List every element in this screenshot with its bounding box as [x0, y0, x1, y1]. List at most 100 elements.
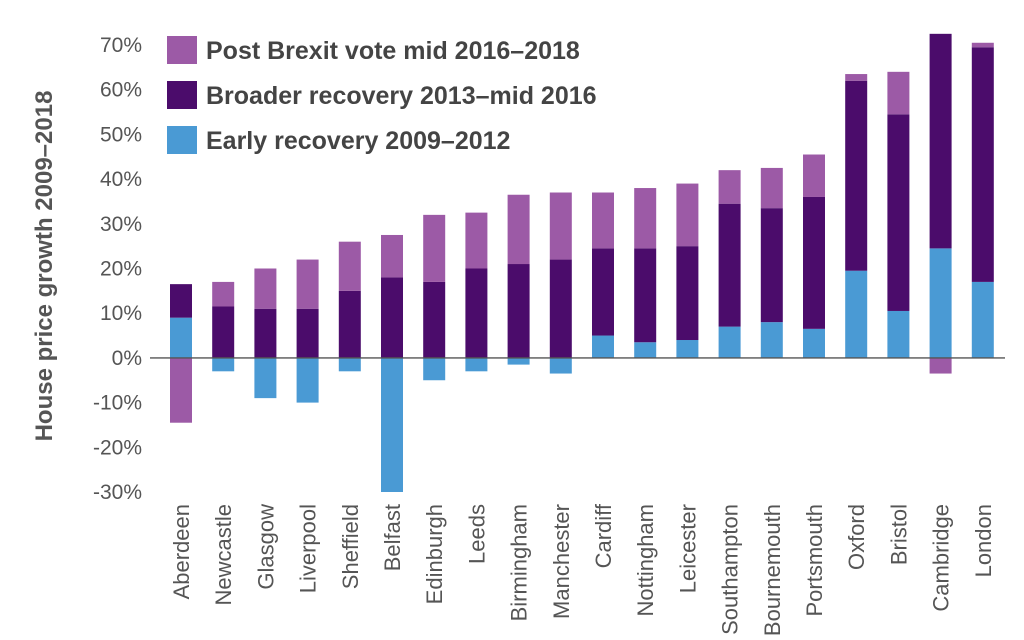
bar-segment — [212, 357, 235, 372]
x-category-label: Newcastle — [211, 504, 236, 605]
bars — [170, 33, 994, 492]
legend-label: Early recovery 2009–2012 — [206, 127, 510, 155]
bar-segment — [845, 270, 868, 358]
bar-segment — [845, 74, 868, 81]
y-tick-label: -10% — [93, 392, 142, 415]
bar-segment — [676, 183, 699, 247]
bar-segment — [170, 317, 192, 358]
y-axis-ticks: 70% 60% 50% 40% 30% 20% 10% 0% -10% -20% -30% — [93, 34, 142, 504]
x-category-label: London — [971, 504, 996, 577]
bar-segment — [929, 248, 952, 358]
y-tick-label: 30% — [100, 213, 142, 236]
x-category-label: Aberdeen — [169, 504, 194, 599]
bar-segment — [338, 357, 361, 372]
y-tick-label: 10% — [100, 302, 142, 325]
bar-segment — [296, 308, 319, 358]
bar-segment — [676, 340, 699, 358]
x-category-label: Manchester — [549, 504, 574, 619]
bar-segment — [423, 357, 446, 381]
bar-segment — [423, 281, 446, 358]
bar-segment — [634, 342, 657, 358]
bar-segment — [338, 241, 361, 291]
x-category-label: Bristol — [886, 504, 911, 565]
bar-segment — [507, 264, 530, 358]
x-category-label: Cambridge — [929, 504, 954, 612]
bar-segment — [296, 259, 319, 309]
x-category-label: Leeds — [464, 504, 489, 564]
legend-swatch — [167, 36, 197, 64]
legend-swatch — [167, 81, 197, 109]
bar-segment — [634, 188, 657, 249]
y-tick-label: 20% — [100, 258, 142, 281]
y-tick-label: 40% — [100, 168, 142, 191]
x-category-label: Edinburgh — [422, 504, 447, 604]
bar-segment — [803, 196, 825, 329]
bar-segment — [760, 167, 783, 209]
bar-segment — [929, 357, 952, 374]
x-category-label: Leicester — [675, 504, 700, 593]
bar-segment — [381, 357, 403, 492]
bar-segment — [718, 203, 741, 327]
legend: Post Brexit vote mid 2016–2018 Broader re… — [167, 36, 597, 155]
x-category-label: Portsmouth — [802, 504, 827, 617]
bar-segment — [676, 246, 699, 341]
bar-segment — [212, 306, 235, 358]
bar-segment — [718, 326, 741, 358]
bar-segment — [887, 71, 910, 115]
bar-segment — [381, 234, 403, 278]
bar-segment — [929, 33, 952, 249]
bar-segment — [634, 248, 657, 343]
y-tick-label: 60% — [100, 79, 142, 102]
x-axis-categories: Aberdeen Newcastle Glasgow Liverpool Sheffie… — [169, 503, 996, 636]
y-tick-label: -20% — [93, 436, 142, 459]
bar-segment — [592, 192, 614, 249]
bar-segment — [971, 281, 994, 358]
bar-segment — [423, 214, 446, 282]
bar-segment — [971, 47, 994, 282]
y-tick-label: 50% — [100, 123, 142, 146]
legend-swatch — [167, 126, 197, 154]
bar-segment — [465, 212, 488, 269]
legend-label: Broader recovery 2013–mid 2016 — [206, 82, 597, 110]
x-category-label: Birmingham — [507, 504, 532, 621]
bar-segment — [971, 42, 994, 48]
y-tick-label: 70% — [100, 34, 142, 57]
x-category-label: Bournemouth — [760, 504, 785, 636]
bar-segment — [803, 154, 825, 197]
bar-segment — [296, 357, 319, 403]
bar-segment — [338, 290, 361, 358]
bar-segment — [254, 308, 277, 358]
bar-segment — [549, 357, 572, 374]
bar-segment — [254, 357, 277, 399]
bar-segment — [507, 194, 530, 265]
x-category-label: Oxford — [844, 504, 869, 570]
bar-segment — [170, 284, 192, 318]
bar-segment — [381, 277, 403, 358]
bar-segment — [465, 357, 488, 372]
bar-segment — [718, 170, 741, 204]
bar-segment — [592, 248, 614, 336]
bar-segment — [845, 80, 868, 271]
legend-label: Post Brexit vote mid 2016–2018 — [206, 37, 580, 65]
x-category-label: Belfast — [380, 504, 405, 571]
bar-segment — [507, 357, 530, 365]
bar-segment — [212, 281, 235, 307]
bar-segment — [803, 328, 825, 358]
bar-segment — [170, 357, 192, 423]
y-tick-label: -30% — [93, 481, 142, 504]
bar-segment — [254, 268, 277, 309]
x-category-label: Liverpool — [296, 504, 321, 593]
x-category-label: Sheffield — [338, 504, 363, 589]
x-category-label: Nottingham — [633, 504, 658, 617]
x-category-label: Glasgow — [253, 504, 278, 590]
x-category-label: Southampton — [718, 504, 743, 635]
bar-segment — [760, 322, 783, 358]
bar-segment — [760, 208, 783, 323]
bar-segment — [549, 192, 572, 260]
bar-segment — [549, 259, 572, 358]
x-category-label: Cardiff — [591, 503, 616, 568]
y-tick-label: 0% — [112, 347, 142, 370]
y-axis-label: House price growth 2009–2018 — [31, 91, 58, 442]
bar-segment — [592, 335, 614, 358]
